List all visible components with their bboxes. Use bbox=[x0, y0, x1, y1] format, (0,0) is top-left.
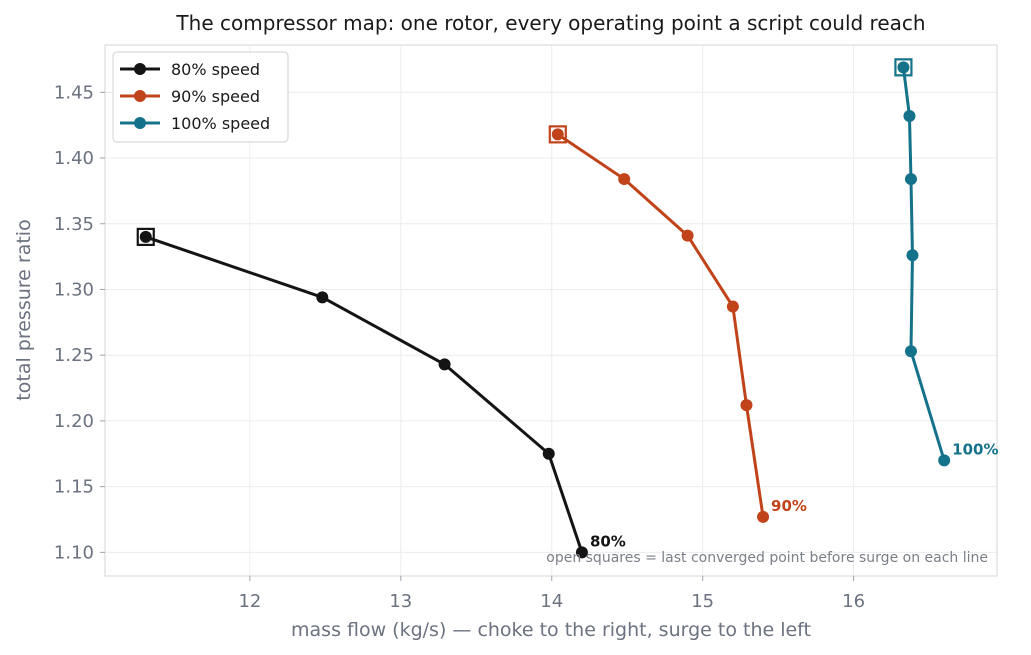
surge-marker bbox=[894, 58, 913, 77]
legend: 80% speed 90% speed 100% speed bbox=[112, 51, 289, 143]
x-tick-label: 13 bbox=[389, 591, 412, 612]
series-80pct: 80% bbox=[136, 227, 626, 559]
y-tick-label: 1.20 bbox=[54, 411, 94, 432]
legend-marker bbox=[134, 117, 146, 129]
series-90pct: 90% bbox=[548, 125, 807, 523]
series-line-100pct bbox=[901, 67, 946, 461]
x-tick-label: 14 bbox=[540, 591, 563, 612]
end-label-100pct: 100% bbox=[952, 440, 998, 458]
data-point bbox=[681, 229, 694, 242]
data-point bbox=[897, 61, 910, 74]
series-100pct: 100% bbox=[894, 58, 999, 467]
data-point bbox=[139, 230, 152, 243]
data-point bbox=[904, 345, 917, 358]
series-line-90pct bbox=[556, 133, 765, 518]
y-tick-label: 1.10 bbox=[54, 542, 94, 563]
data-point bbox=[904, 173, 917, 186]
axis-ticks: 12 13 14 15 16 1.10 1.15 1.20 1.25 1.30 1.35 1.40 1.… bbox=[54, 82, 865, 612]
series-line-80pct bbox=[145, 235, 584, 553]
legend-item: 100% speed bbox=[120, 114, 270, 133]
data-point bbox=[906, 249, 919, 262]
data-point bbox=[618, 173, 631, 186]
legend-label: 100% speed bbox=[171, 114, 270, 133]
chart-title: The compressor map: one rotor, every ope… bbox=[175, 11, 925, 35]
y-tick-label: 1.45 bbox=[54, 82, 94, 103]
x-tick-label: 15 bbox=[691, 591, 714, 612]
data-point bbox=[740, 399, 753, 412]
legend-item: 80% speed bbox=[120, 60, 260, 79]
end-label-90pct: 90% bbox=[771, 497, 807, 515]
legend-box bbox=[112, 51, 289, 143]
y-tick-label: 1.40 bbox=[54, 148, 94, 169]
data-point bbox=[938, 454, 951, 467]
surge-annotation: open squares = last converged point befo… bbox=[546, 550, 988, 566]
data-point bbox=[551, 128, 564, 141]
surge-marker bbox=[548, 125, 567, 144]
legend-label: 80% speed bbox=[171, 60, 260, 79]
grid bbox=[105, 45, 997, 576]
y-tick-label: 1.25 bbox=[54, 345, 94, 366]
end-label-80pct: 80% bbox=[590, 532, 626, 550]
y-tick-label: 1.15 bbox=[54, 477, 94, 498]
data-point bbox=[726, 300, 739, 313]
series-layer: 80% 90% 100% bbox=[136, 58, 999, 559]
x-tick-label: 12 bbox=[238, 591, 261, 612]
data-point bbox=[757, 510, 770, 523]
y-tick-label: 1.30 bbox=[54, 279, 94, 300]
data-point bbox=[438, 358, 451, 371]
legend-item: 90% speed bbox=[120, 87, 260, 106]
data-point bbox=[542, 447, 555, 460]
legend-label: 90% speed bbox=[171, 87, 260, 106]
y-axis-label: total pressure ratio bbox=[13, 219, 35, 400]
x-axis-label: mass flow (kg/s) — choke to the right, s… bbox=[291, 619, 811, 641]
y-tick-label: 1.35 bbox=[54, 214, 94, 235]
legend-marker bbox=[134, 63, 146, 75]
surge-marker bbox=[136, 227, 155, 246]
plot-frame bbox=[104, 44, 998, 577]
data-point bbox=[903, 109, 916, 122]
data-point bbox=[575, 546, 588, 559]
legend-marker bbox=[134, 90, 146, 102]
x-tick-label: 16 bbox=[842, 591, 865, 612]
data-point bbox=[316, 291, 329, 304]
